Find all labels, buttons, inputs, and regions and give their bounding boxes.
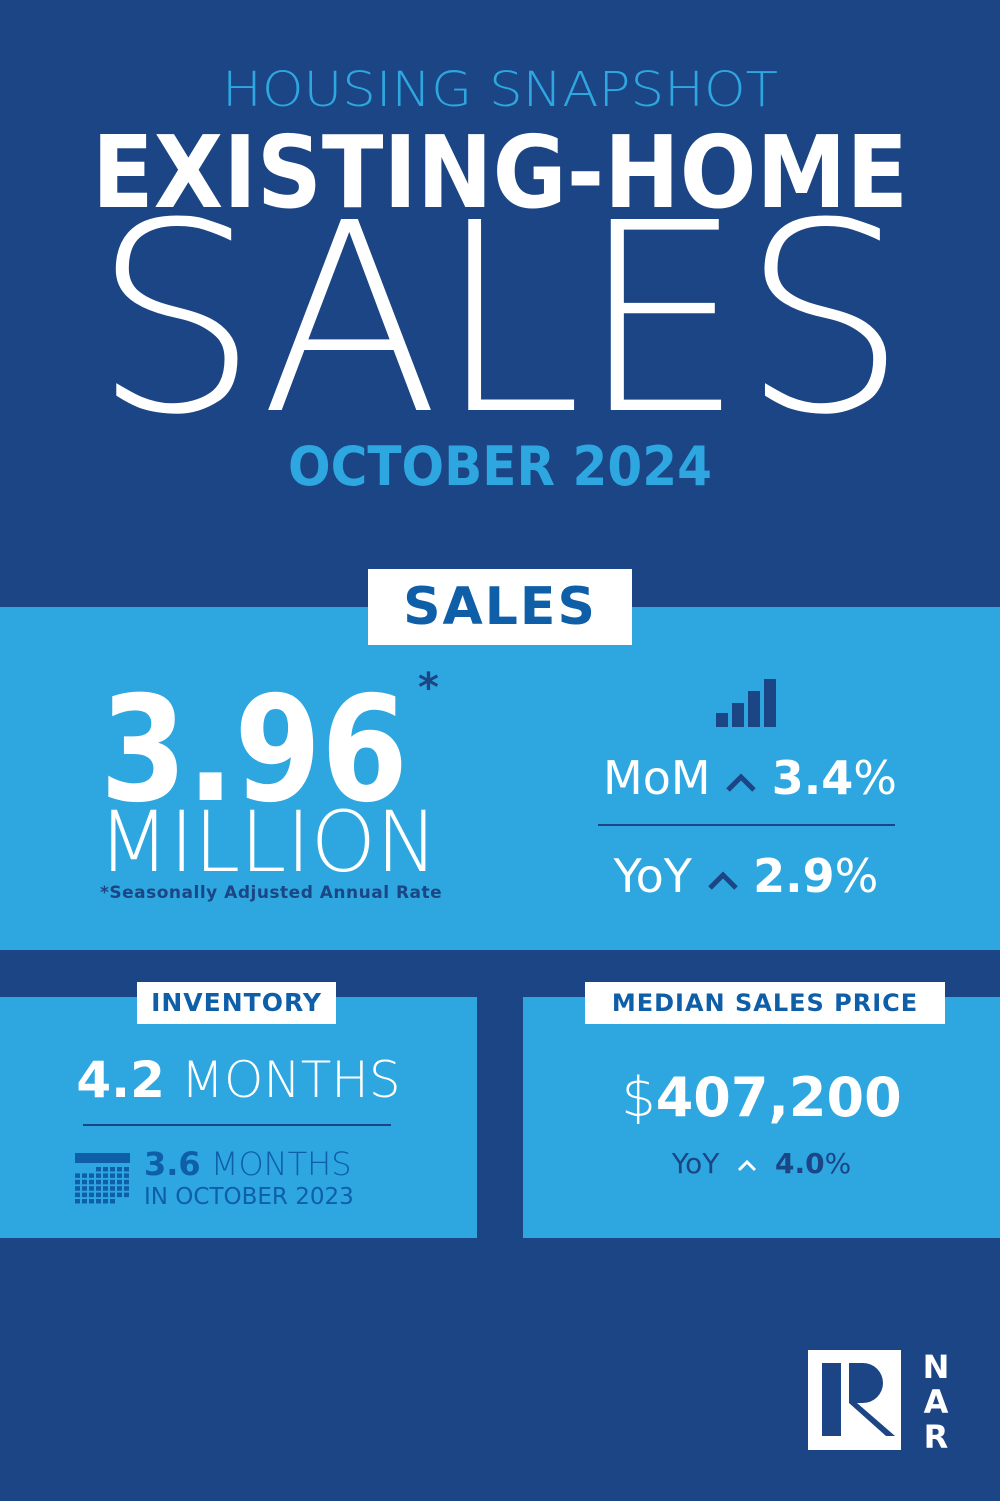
calendar-cell [96,1167,101,1172]
asterisk: * [418,665,439,711]
inventory-value: 4.2 [76,1051,165,1109]
calendar-cell [124,1179,129,1185]
yoy-label: YoY [671,1147,720,1180]
inventory-unit: MONTHS [180,1051,401,1109]
divider [83,1124,391,1126]
kicker: HOUSING SNAPSHOT [222,62,778,118]
yoy-label: YoY [613,849,692,903]
calendar-cell [124,1192,129,1198]
percent: % [824,1147,852,1180]
calendar-cell [75,1186,80,1191]
title-line2: SALES [93,167,908,472]
calendar-cell [103,1167,108,1172]
calendar-cell [110,1199,115,1204]
chevron-up-icon [726,772,756,792]
median-yoy-value: 4.0 [775,1147,825,1180]
calendar-cell [117,1167,122,1172]
median-yoy-row: YoY 4.0% [523,1146,1000,1182]
calendar-cell [117,1186,122,1191]
calendar-cell [117,1179,122,1185]
calendar-cell [75,1192,80,1198]
calendar-cell [82,1199,87,1204]
calendar-cell [82,1173,87,1178]
divider [598,824,895,826]
calendar-cell [96,1186,101,1191]
sales-panel [0,607,1000,950]
calendar-cell [96,1173,101,1178]
calendar-cell [89,1199,94,1204]
sales-unit-wrap: MILLION [98,808,438,876]
logo-letter-n: N [923,1350,950,1386]
inventory-prior: 3.6 MONTHS [144,1146,352,1182]
calendar-cell [103,1173,108,1178]
prior-unit: MONTHS [210,1145,352,1183]
prior-value: 3.6 [144,1145,201,1183]
calendar-cell [89,1179,94,1185]
calendar-cell [117,1173,122,1178]
calendar-cell [103,1199,108,1204]
calendar-cell [75,1179,80,1185]
sales-label: SALES [368,569,632,645]
calendar-cell [110,1179,115,1185]
period: OCTOBER 2024 [288,435,712,498]
median-price-value: 407,200 [655,1066,902,1129]
bar-chart-icon [716,679,776,727]
inventory-label: INVENTORY [137,982,336,1024]
header: HOUSING SNAPSHOT EXISTING-HOME SALES OCT… [92,62,908,498]
calendar-cell [103,1186,108,1191]
calendar-cell [82,1192,87,1198]
chevron-up-icon [738,1159,757,1172]
mom-label: MoM [603,751,711,805]
sales-value: 3.96 [100,670,408,804]
calendar-cell [124,1186,129,1191]
calendar-cell [75,1199,80,1204]
title-line1: EXISTING-HOME [92,114,908,231]
calendar-cell [110,1186,115,1191]
median-price-row: $407,200 [523,1066,1000,1130]
chevron-up-icon [707,870,738,890]
currency: $ [621,1066,656,1129]
calendar-cell [82,1179,87,1185]
calendar-cell [103,1192,108,1198]
logo-letter-a: A [924,1383,949,1421]
calendar-cell [82,1186,87,1191]
calendar-cell [89,1173,94,1178]
calendar-cell [110,1173,115,1178]
footnote: *Seasonally Adjusted Annual Rate [100,883,443,903]
calendar-cell [89,1192,94,1198]
median-price-label: MEDIAN SALES PRICE [585,982,945,1024]
mom-value: 3.4 [771,751,854,805]
percent: % [834,849,879,903]
nar-logo: N A R [808,1350,950,1452]
mom-row: MoM 3.4% [560,750,940,806]
calendar-cell [96,1192,101,1198]
median-price-panel [523,997,1000,1238]
inventory-value-row: 4.2 MONTHS [0,1050,477,1110]
yoy-row: YoY 2.9% [556,848,936,904]
calendar-cell [110,1192,115,1198]
calendar-cell [124,1173,129,1178]
percent: % [853,751,897,805]
calendar-cell [75,1173,80,1178]
sales-value-wrap: 3.96 [100,670,408,804]
sales-unit: MILLION [98,808,438,876]
yoy-value: 2.9 [753,849,835,903]
calendar-cell [96,1179,101,1185]
calendar-cell [110,1167,115,1172]
calendar-cell [96,1199,101,1204]
calendar-icon [75,1153,130,1204]
inventory-panel [0,997,477,1238]
prior-period: IN OCTOBER 2023 [144,1184,354,1210]
calendar-cell [124,1167,129,1172]
calendar-cell [117,1192,122,1198]
calendar-cell [103,1179,108,1185]
logo-letter-r: R [924,1418,949,1452]
calendar-cell [89,1186,94,1191]
